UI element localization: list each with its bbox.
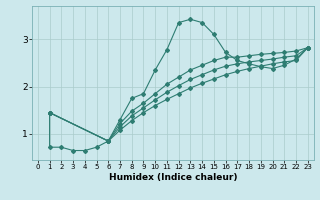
X-axis label: Humidex (Indice chaleur): Humidex (Indice chaleur) [108,173,237,182]
